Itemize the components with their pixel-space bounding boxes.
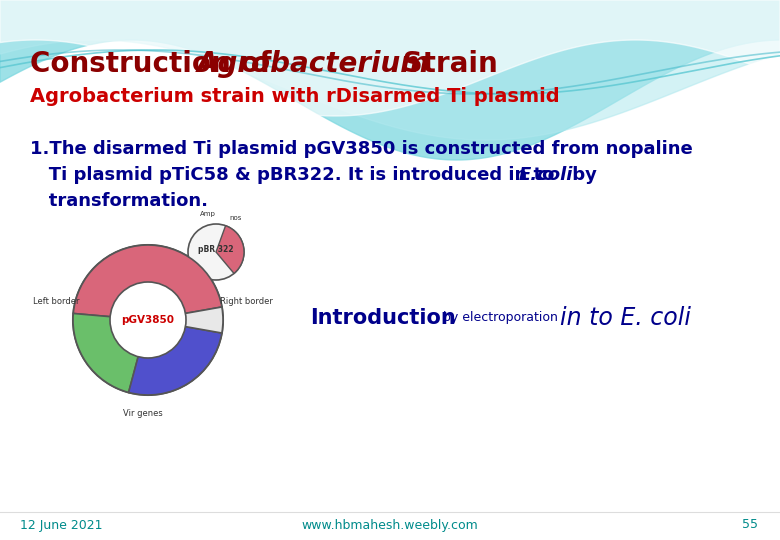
Text: pGV3850: pGV3850 [122, 315, 175, 325]
Text: by electroporation: by electroporation [443, 312, 558, 325]
Text: Agrobacterium strain with rDisarmed Ti plasmid: Agrobacterium strain with rDisarmed Ti p… [30, 87, 559, 106]
Text: E.coli: E.coli [519, 166, 573, 184]
Text: 1.The disarmed Ti plasmid pGV3850 is constructed from nopaline: 1.The disarmed Ti plasmid pGV3850 is con… [30, 140, 693, 158]
Text: 12 June 2021: 12 June 2021 [20, 518, 102, 531]
Text: Strain: Strain [393, 50, 498, 78]
Circle shape [188, 224, 244, 280]
Text: Right border: Right border [219, 298, 272, 307]
Wedge shape [216, 226, 244, 273]
Text: in to E. coli: in to E. coli [560, 306, 691, 330]
Text: Amp: Amp [200, 211, 216, 217]
Text: Construction of: Construction of [30, 50, 282, 78]
Wedge shape [73, 245, 222, 320]
Text: transformation.: transformation. [30, 192, 208, 210]
Text: 55: 55 [742, 518, 758, 531]
Wedge shape [148, 307, 223, 333]
Text: Vir genes: Vir genes [123, 408, 163, 417]
Text: Left border: Left border [33, 298, 80, 307]
Text: Ti plasmid pTiC58 & pBR322. It is introduced in to: Ti plasmid pTiC58 & pBR322. It is introd… [30, 166, 561, 184]
Text: by: by [566, 166, 597, 184]
Text: nos: nos [230, 215, 242, 221]
Circle shape [73, 245, 223, 395]
Wedge shape [129, 320, 222, 395]
Text: Introduction: Introduction [310, 308, 456, 328]
Text: Agrobacterium: Agrobacterium [197, 50, 430, 78]
Wedge shape [73, 313, 148, 393]
Circle shape [110, 282, 186, 358]
Text: www.hbmahesh.weebly.com: www.hbmahesh.weebly.com [302, 518, 478, 531]
Text: pBR 322: pBR 322 [198, 246, 234, 254]
